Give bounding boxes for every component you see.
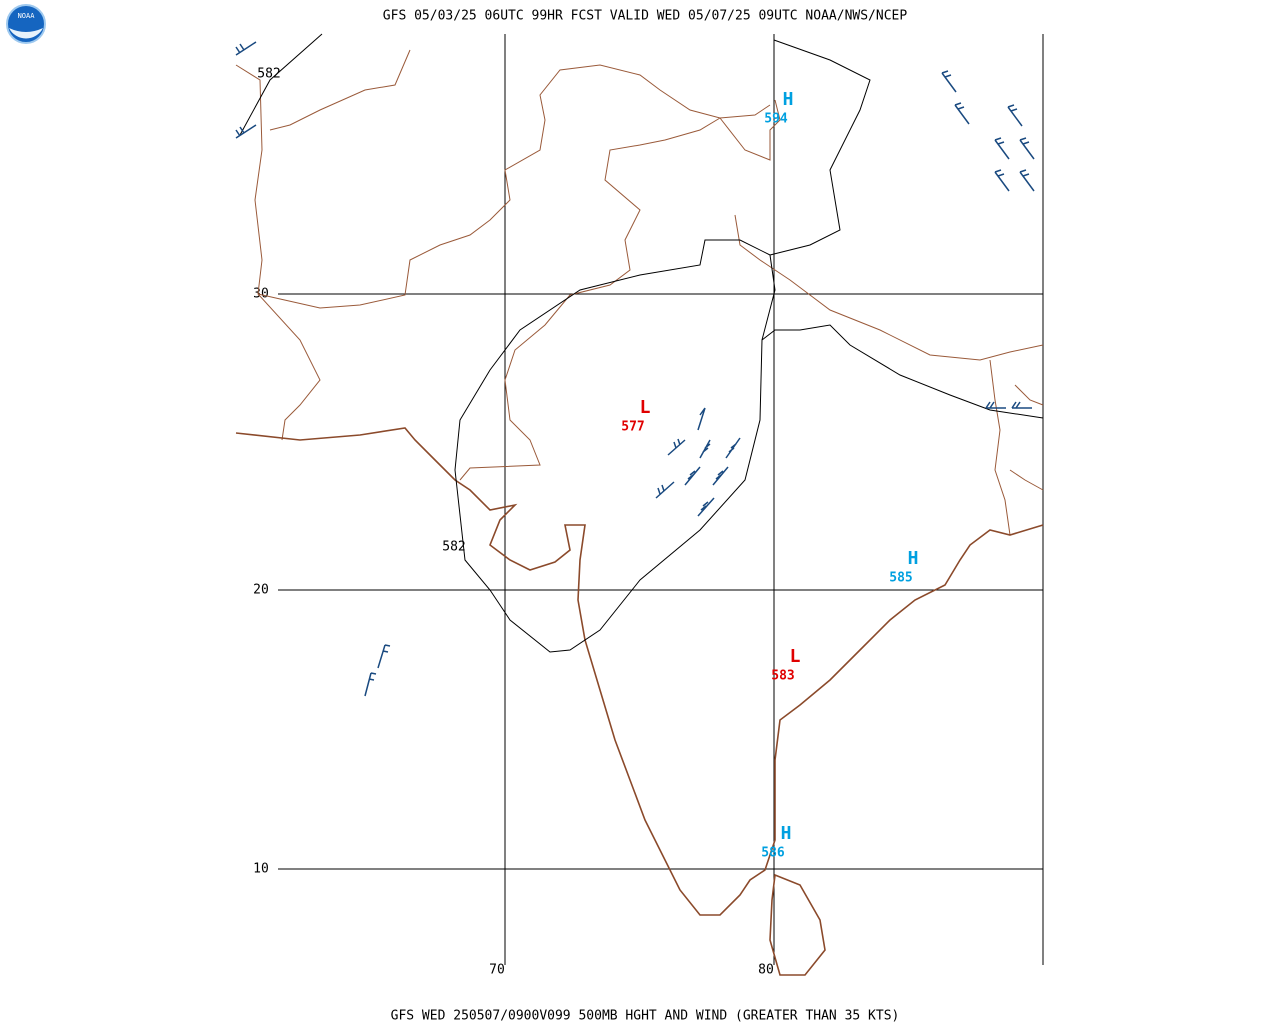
wind-barb <box>1019 137 1035 160</box>
lat-label: 30 <box>253 287 269 302</box>
map-caption: GFS WED 250507/0900V099 500MB HGHT AND W… <box>391 1009 900 1024</box>
wind-barb <box>712 466 729 486</box>
wind-barb <box>655 481 675 499</box>
center-value: 594 <box>764 112 788 127</box>
wind-barb <box>699 439 711 459</box>
logo-text: NOAA <box>18 12 36 20</box>
wind-barb <box>684 466 701 486</box>
wind-barb <box>1007 104 1023 127</box>
wind-barb <box>235 124 257 139</box>
wind-barb <box>941 70 957 93</box>
sri-lanka <box>769 873 826 976</box>
center-value: 577 <box>621 420 644 435</box>
coast <box>235 427 1044 916</box>
wind-barb <box>994 137 1010 160</box>
center-value: 585 <box>889 571 912 586</box>
contour-line <box>769 39 871 256</box>
center-symbol: L <box>640 397 651 418</box>
height-contours <box>239 33 1044 653</box>
wind-barb <box>985 401 1032 409</box>
center-value: 583 <box>771 669 794 684</box>
wind-barb <box>697 497 715 517</box>
wind-barbs <box>235 41 1035 697</box>
center-symbol: H <box>781 823 792 844</box>
border <box>734 214 1044 361</box>
lon-label: 80 <box>758 963 774 978</box>
logo-wave <box>9 28 43 39</box>
wind-barb <box>697 407 706 431</box>
border <box>459 117 721 481</box>
wind-barb <box>954 102 970 125</box>
center-symbol: H <box>908 548 919 569</box>
wind-barb <box>1019 169 1035 192</box>
wind-barb <box>377 644 391 669</box>
borders <box>235 49 1044 536</box>
map-title: GFS 05/03/25 06UTC 99HR FCST VALID WED 0… <box>383 9 908 24</box>
wind-barb <box>725 437 741 459</box>
wind-barb <box>994 169 1010 192</box>
grid <box>278 34 1044 965</box>
border <box>1009 384 1044 491</box>
contour-line <box>761 324 1044 419</box>
border <box>235 64 321 441</box>
noaa-logo: NOAA <box>6 4 46 44</box>
border <box>257 64 771 309</box>
lat-label: 20 <box>253 583 269 598</box>
border <box>719 99 781 161</box>
center-symbol: H <box>783 89 794 110</box>
border <box>269 49 411 131</box>
lat-label: 10 <box>253 862 269 877</box>
contour-label: 582 <box>257 67 280 82</box>
contour-label: 582 <box>442 540 465 555</box>
wind-barb <box>364 672 377 697</box>
center-symbol: L <box>790 646 801 667</box>
coastline <box>235 427 1044 976</box>
wind-barb <box>235 41 257 56</box>
border <box>989 359 1011 536</box>
contour-line <box>239 33 323 136</box>
lon-label: 70 <box>489 963 505 978</box>
center-value: 586 <box>761 846 785 861</box>
wind-barb <box>667 438 686 456</box>
